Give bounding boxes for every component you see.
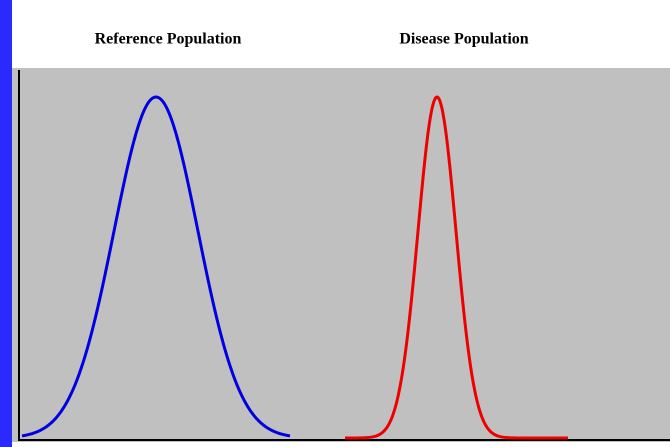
disease-curve	[345, 95, 568, 440]
disease-label: Disease Population	[399, 31, 528, 48]
reference-label: Reference Population	[95, 31, 242, 48]
reference-curve	[21, 95, 291, 438]
left-border	[0, 0, 12, 447]
plot-area	[12, 68, 670, 442]
